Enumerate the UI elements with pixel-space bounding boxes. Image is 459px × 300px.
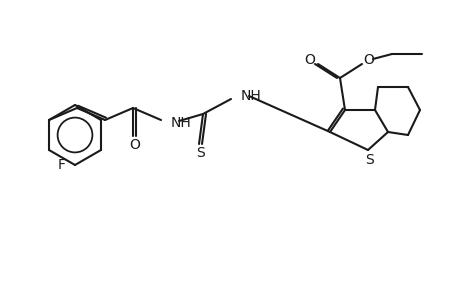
- Text: O: O: [304, 53, 315, 67]
- Text: O: O: [129, 138, 140, 152]
- Text: O: O: [363, 53, 374, 67]
- Text: F: F: [58, 158, 66, 172]
- Text: S: S: [196, 146, 204, 160]
- Text: S: S: [365, 153, 374, 167]
- Text: NH: NH: [241, 89, 261, 103]
- Text: NH: NH: [171, 116, 191, 130]
